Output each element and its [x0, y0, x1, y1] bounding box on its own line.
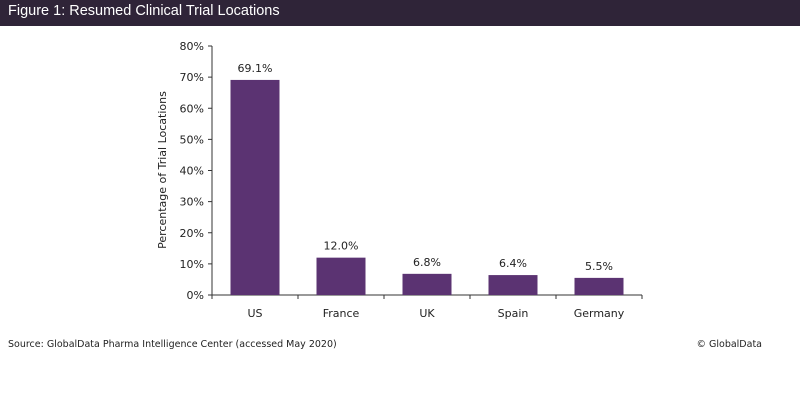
x-tick-label: Spain	[498, 307, 529, 320]
bar-germany	[574, 277, 624, 295]
y-tick-label: 80%	[180, 40, 204, 53]
y-tick-label: 10%	[180, 258, 204, 271]
x-tick-label: Germany	[574, 307, 625, 320]
source-note: Source: GlobalData Pharma Intelligence C…	[8, 339, 337, 350]
x-tick-label: US	[247, 307, 262, 320]
y-tick-label: 40%	[180, 165, 204, 178]
y-tick-label: 30%	[180, 196, 204, 209]
figure-title: Figure 1: Resumed Clinical Trial Locatio…	[8, 3, 280, 19]
copyright: © GlobalData	[696, 339, 762, 350]
data-label: 6.8%	[413, 256, 441, 269]
bar-us	[230, 79, 280, 296]
y-axis-title: Percentage of Trial Locations	[156, 91, 169, 249]
x-tick-label: UK	[419, 307, 435, 320]
y-tick-label: 50%	[180, 133, 204, 146]
figure-header: Figure 1: Resumed Clinical Trial Locatio…	[0, 0, 800, 26]
y-tick-label: 70%	[180, 71, 204, 84]
bar-spain	[488, 275, 538, 295]
y-tick-label: 60%	[180, 102, 204, 115]
data-label: 12.0%	[324, 240, 359, 253]
y-tick-label: 20%	[180, 227, 204, 240]
y-tick-label: 0%	[187, 289, 204, 302]
data-label: 5.5%	[585, 260, 613, 273]
data-label: 6.4%	[499, 257, 527, 270]
bar-france	[316, 257, 366, 295]
bar-uk	[402, 273, 452, 295]
x-tick-label: France	[323, 307, 360, 320]
data-label: 69.1%	[238, 62, 273, 75]
